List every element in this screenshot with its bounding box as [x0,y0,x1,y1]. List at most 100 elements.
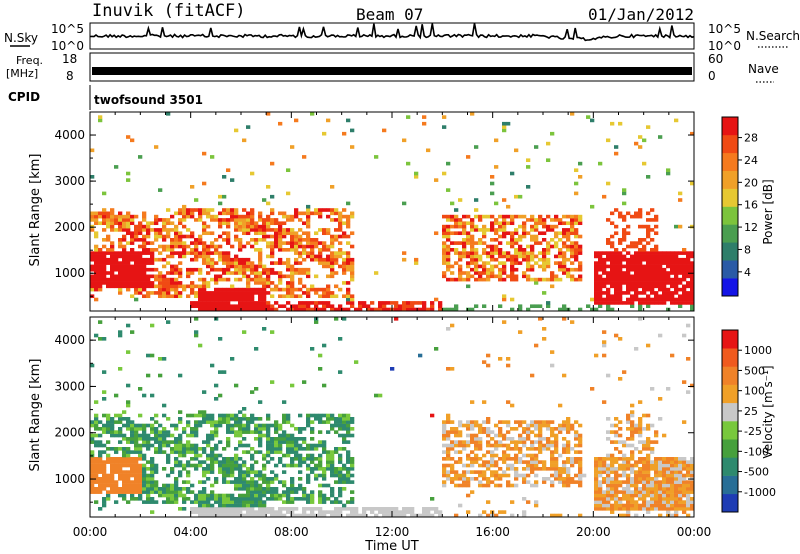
power-cell [114,257,119,262]
power-cell [102,208,107,212]
velocity-cell [234,477,239,481]
velocity-cell [594,457,599,461]
power-cell [142,244,147,249]
power-cell [218,211,223,216]
power-cell [198,304,203,309]
power-cell [270,254,275,259]
velocity-cell [522,453,527,458]
velocity-cell [254,513,259,518]
power-cell [206,301,211,305]
power-cell [218,294,223,299]
velocity-cell [250,453,255,458]
velocity-cell [654,473,659,478]
power-cell [270,221,275,226]
velocity-cell [598,457,603,461]
power-cell [118,284,123,289]
power-cell [166,221,171,226]
velocity-cell [642,503,647,508]
power-cell [190,231,195,236]
power-cell [246,304,251,309]
velocity-cell [386,507,391,511]
velocity-cell [174,487,179,491]
velocity-cell [426,507,431,511]
velocity-cell [306,417,311,421]
velocity-cell [658,470,663,474]
velocity-cell [242,463,247,468]
power-cell [666,168,671,173]
power-cell [90,224,95,229]
velocity-cell [322,477,327,481]
velocity-cell [350,473,355,478]
power-cell [206,264,211,269]
velocity-cell [218,420,223,424]
power-cell [278,231,283,236]
power-cell [262,218,267,222]
power-cell [458,257,463,262]
power-cell [634,291,639,295]
power-cell [674,267,679,272]
velocity-cell [150,460,155,464]
velocity-cell [146,447,151,451]
power-cell [646,281,651,285]
power-cell [206,208,211,212]
power-cell [626,231,631,236]
power-cell [270,194,275,199]
velocity-cell [94,427,99,431]
velocity-cell [626,490,631,494]
power-cell [238,241,243,245]
power-cell [618,277,623,282]
colorbar-tick-label: -500 [744,466,769,479]
power-cell [178,281,183,285]
power-cell [502,221,507,226]
power-cell [122,271,127,275]
power-cell [638,238,643,242]
velocity-cell [642,460,647,464]
power-cell [546,251,551,255]
velocity-cell [310,513,315,518]
power-cell [470,261,475,265]
velocity-cell [638,497,643,501]
velocity-cell [166,430,171,434]
power-cell [150,251,155,255]
power-cell [566,274,571,279]
power-cell [266,291,271,295]
power-cell [402,251,407,255]
velocity-cell [326,467,331,471]
power-cell [626,284,631,289]
velocity-cell [378,393,383,398]
velocity-cell [634,487,639,491]
power-cell [598,284,603,289]
velocity-cell [194,510,199,514]
velocity-cell [270,450,275,454]
power-cell [462,251,467,255]
power-cell [446,248,451,252]
power-cell [130,238,135,242]
power-cell [226,287,231,292]
velocity-cell [258,477,263,481]
velocity-cell [598,493,603,498]
velocity-cell [626,503,631,508]
velocity-cell [642,413,647,418]
power-cell [246,297,251,302]
power-cell [242,138,247,143]
velocity-cell [598,507,603,511]
power-cell [126,241,131,245]
power-cell [170,228,175,232]
power-cell [90,284,95,289]
power-cell [678,251,683,255]
power-cell [386,301,391,305]
power-cell [458,264,463,269]
power-cell [242,271,247,275]
velocity-cell [326,430,331,434]
velocity-cell [290,513,295,518]
power-cell [334,228,339,232]
power-cell [118,267,123,272]
power-cell [518,304,523,309]
power-cell [570,254,575,259]
velocity-cell [126,460,131,464]
power-cell [142,261,147,265]
velocity-cell [150,430,155,434]
velocity-cell [270,380,275,384]
velocity-cell [514,460,519,464]
power-cell [178,244,183,249]
